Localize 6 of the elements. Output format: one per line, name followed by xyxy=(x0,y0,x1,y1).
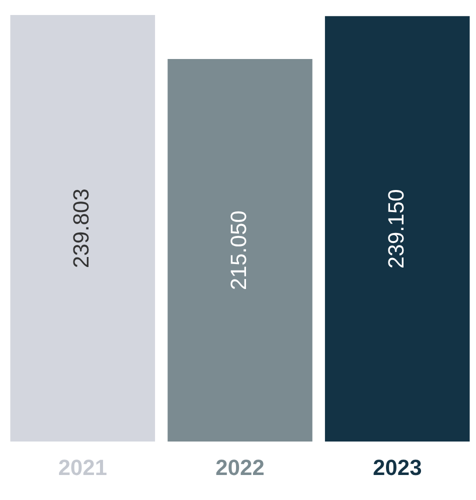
x-tick-label: 2023 xyxy=(372,454,422,480)
x-tick-label: 2021 xyxy=(58,454,108,480)
x-tick-label: 2022 xyxy=(216,454,264,480)
data-label: 239.803 xyxy=(68,188,94,268)
data-label: 215.050 xyxy=(226,210,252,290)
data-label: 239.150 xyxy=(383,189,408,269)
